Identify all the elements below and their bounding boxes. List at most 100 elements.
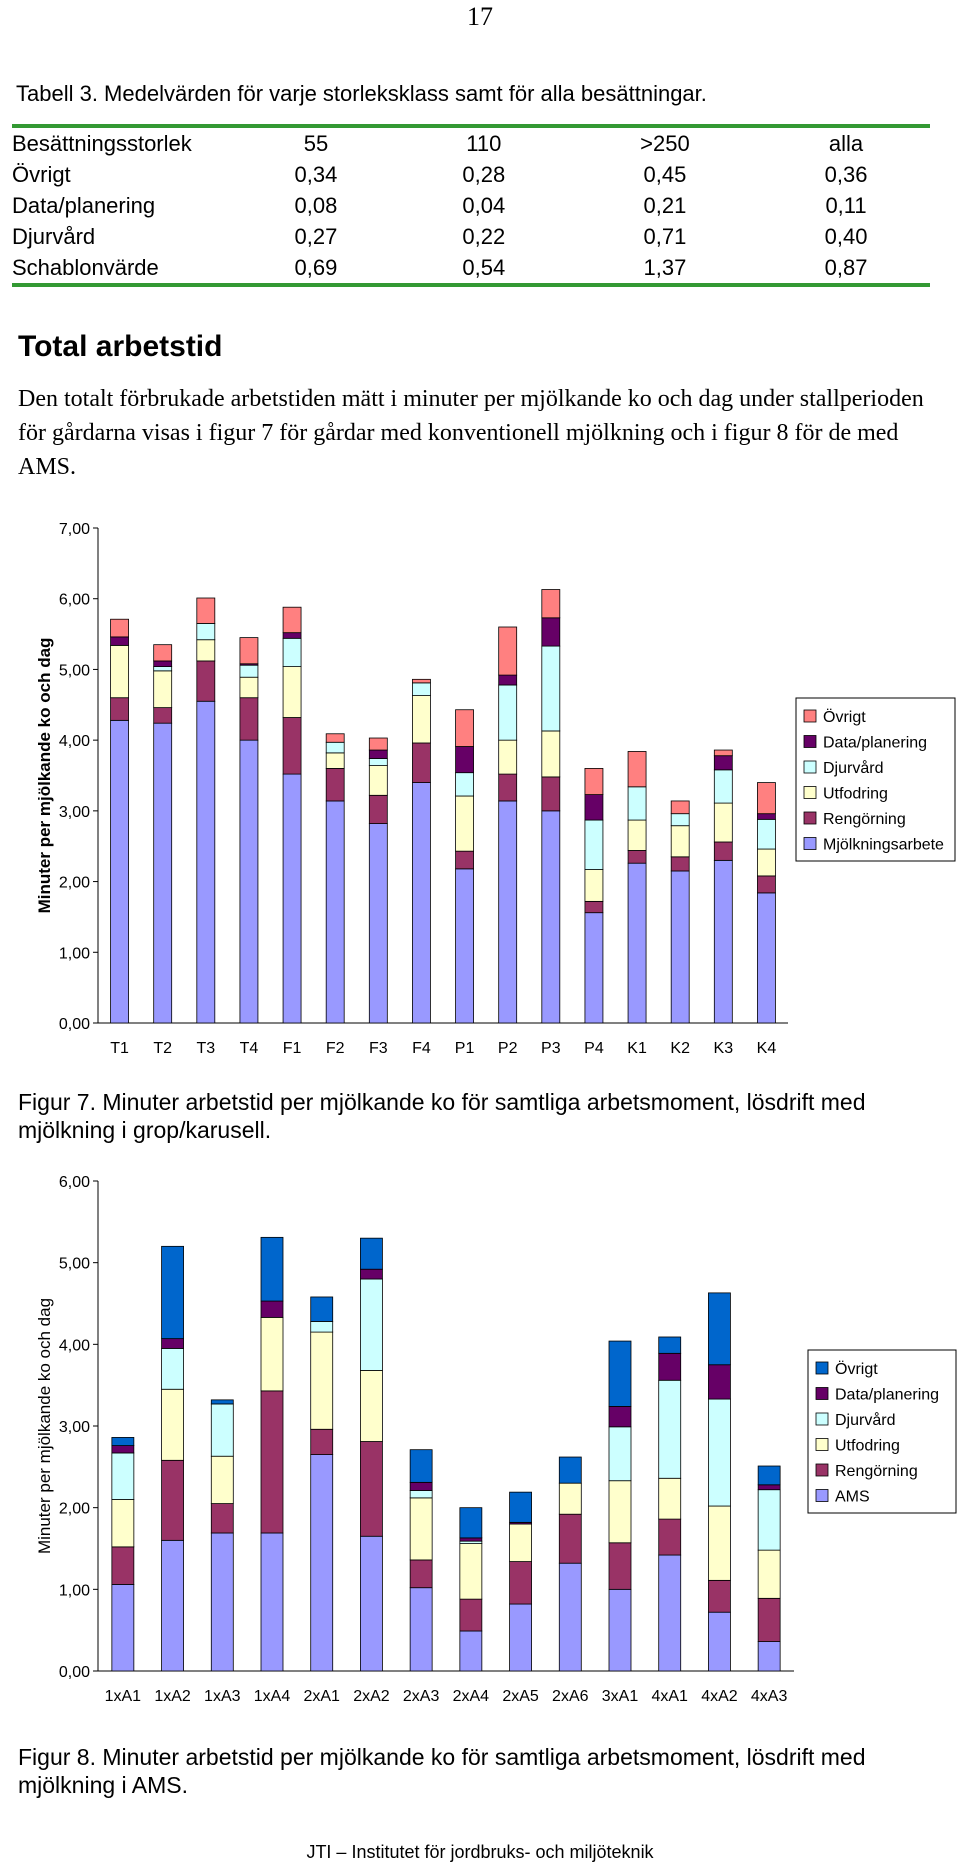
bar-segment [455,795,474,852]
bar-segment [196,660,216,702]
legend-swatch [815,1463,829,1477]
bar-segment [713,755,733,771]
y-tick-label: 3,00 [59,1419,90,1436]
bar-segment [584,768,604,795]
bar-segment [757,1484,781,1491]
bar-segment [210,1403,234,1457]
legend-label: Data/planering [835,1387,939,1404]
table-cell: 0,28 [462,162,506,187]
bar-segment [509,1523,532,1562]
y-axis-label: Minuter per mjölkande ko och dag [35,638,54,914]
bar-segment [325,752,345,769]
bar-segment [757,818,776,850]
table-cell: 1,37 [567,252,763,287]
bar-segment [757,892,776,1024]
table-cell: Data/planering [12,193,156,218]
x-tick-label: 1xA2 [154,1688,191,1705]
bar-segment [368,749,388,759]
bar-segment [627,751,647,788]
x-tick-label: F4 [412,1040,431,1057]
bar-segment [459,1537,483,1542]
bar-segment [310,1296,334,1322]
legend-label: Data/planering [823,735,927,752]
bar-segment [757,875,776,894]
legend-label: Rengörning [835,1463,918,1480]
legend-label: Utfodring [835,1438,900,1455]
bar-segment [627,862,647,1024]
bar-segment [541,617,561,647]
x-tick-label: P1 [455,1040,475,1057]
bar-segment [260,1390,284,1534]
legend-swatch [815,1412,829,1426]
x-tick-label: 2xA2 [353,1688,390,1705]
bar-segment [584,869,604,902]
legend-label: Utfodring [823,786,888,803]
bar-segment [282,606,302,634]
bar-segment [153,660,173,667]
legend-swatch [803,709,817,723]
bar-segment [239,676,259,699]
bar-segment [757,1597,781,1643]
figure-8-chart: 0,00 1,00 2,00 3,00 4,00 5,00 6,00 Minuter per … [35,1174,957,1705]
bar-segment [459,1507,483,1539]
y-tick-label: 5,00 [59,662,90,679]
bar-segment [498,739,518,775]
y-axis-label: Minuter per mjölkande ko och dag [35,1298,54,1554]
bar-segment [310,1454,334,1672]
table-header-cell: alla [762,124,930,159]
x-tick-label: F1 [283,1040,302,1057]
bar-segment [210,1455,234,1504]
bar-segment [670,825,690,858]
y-tick-label: 6,00 [59,592,90,609]
bar-segment [713,859,733,1024]
bar-segment [260,1316,284,1392]
bar-segment [111,1445,135,1454]
figure-7-caption: Figur 7. Minuter arbetstid per mjölkande… [18,1089,866,1143]
legend-label: Övrigt [835,1360,878,1378]
bar-segment [239,637,259,665]
bar-segment [368,794,388,824]
bar-segment [325,800,345,1024]
bar-segment [196,597,216,624]
y-tick-label: 4,00 [59,733,90,750]
bar-segment [541,645,561,732]
x-tick-label: F2 [326,1040,345,1057]
bar-segment [239,664,259,678]
bar-segment [757,813,776,820]
bar-segment [713,769,733,804]
bar-segment [708,1364,731,1400]
bar-segment [708,1611,731,1672]
page-number: 17 [467,2,493,31]
legend-label: Övrigt [823,708,866,726]
legend-swatch [803,786,817,799]
table-header-row: Besättningsstorlek 55 110 >250 alla [12,124,930,159]
bar-segment [161,1539,184,1672]
bar-segment [541,776,561,812]
legend-swatch [803,760,817,774]
table-cell: 0,54 [399,252,568,287]
table-cell: 0,34 [294,162,338,187]
bar-segment [757,1641,781,1672]
y-tick-label: 7,00 [59,521,90,538]
x-tick-label: T4 [240,1040,259,1057]
bar-segment [412,695,431,744]
y-tick-label: 1,00 [59,945,90,962]
bar-segment [153,722,173,1024]
bar-segment [282,773,302,1024]
table-row: Data/planering 0,08 0,04 0,21 0,11 [12,190,930,221]
bar-segment [368,758,388,766]
bar-segment [360,1237,383,1270]
bar-segment [282,717,302,775]
bar-segment [360,1278,383,1371]
y-tick-label: 2,00 [59,875,90,892]
table-cell: 0,69 [232,252,400,287]
table-cell: 0,22 [462,224,506,249]
table-caption: Tabell 3. Medelvärden för varje storleks… [16,81,707,106]
bar-segment [239,697,259,741]
x-tick-label: 2xA1 [303,1688,340,1705]
bar-segment [455,868,474,1024]
bar-segment [608,1542,632,1590]
bar-segment [713,802,733,843]
section-body: Den totalt förbrukade arbetstiden mätt i… [18,386,924,480]
bar-segment [670,800,690,815]
